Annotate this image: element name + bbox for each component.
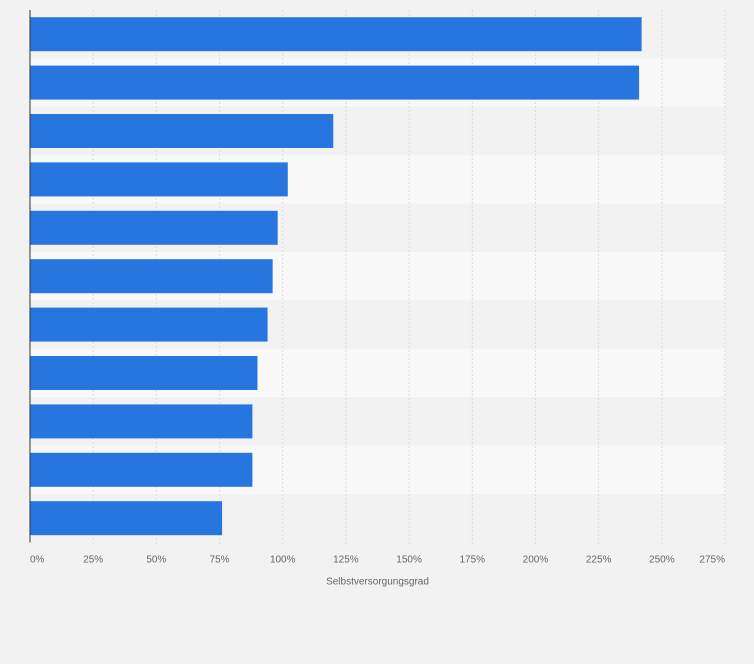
x-tick-label: 0%: [30, 554, 45, 565]
bar[interactable]: [30, 210, 278, 245]
bar[interactable]: [30, 114, 334, 148]
bar[interactable]: [30, 162, 288, 197]
x-tick-label: 25%: [83, 554, 103, 565]
x-tick-label: 275%: [699, 554, 725, 565]
x-tick-label: 150%: [396, 554, 422, 565]
x-tick-label: 50%: [146, 554, 166, 565]
x-tick-labels: 0% 25% 50% 75% 100% 125% 150% 175% 200% 225% 250% 2…: [30, 554, 725, 565]
bar[interactable]: [30, 356, 258, 390]
bars: [30, 17, 642, 536]
x-tick-label: 250%: [649, 554, 675, 565]
bar[interactable]: [30, 307, 268, 342]
bar[interactable]: [30, 404, 253, 439]
x-tick-label: 125%: [333, 554, 359, 565]
bar[interactable]: [30, 65, 640, 100]
x-tick-label: 200%: [523, 554, 549, 565]
x-axis-title: Selbstversorgungsgrad: [326, 576, 429, 587]
bar[interactable]: [30, 501, 223, 536]
x-tick-label: 225%: [586, 554, 612, 565]
bar[interactable]: [30, 17, 642, 52]
bar[interactable]: [30, 259, 273, 294]
x-tick-label: 100%: [270, 554, 296, 565]
x-tick-label: 175%: [459, 554, 485, 565]
bar[interactable]: [30, 452, 253, 487]
x-tick-label: 75%: [210, 554, 230, 565]
